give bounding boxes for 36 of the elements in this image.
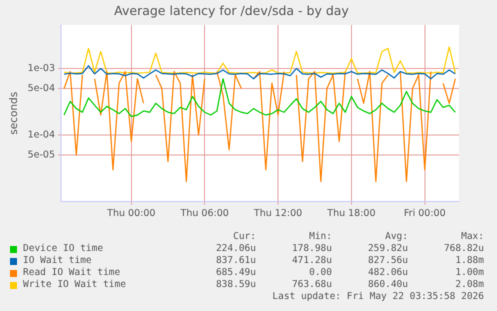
text: 482.06u <box>366 267 408 279</box>
text: 2.08m <box>454 279 484 291</box>
text: 178.98u <box>290 243 332 255</box>
text: 1.88m <box>454 255 484 267</box>
y-tick-label: 1e-03 <box>28 62 56 74</box>
text: 860.40u <box>366 279 408 291</box>
text: 0.00 <box>308 267 332 279</box>
x-tick-label: Thu 12:00 <box>252 208 302 219</box>
text: 768.82u <box>442 243 484 255</box>
text: Min: <box>308 231 332 243</box>
text: 685.49u <box>214 267 256 279</box>
text: Last update: Fri May 22 03:35:58 2026 <box>271 291 484 303</box>
x-tick-label: Fri 00:00 <box>404 208 446 219</box>
x-tick-label: Thu 06:00 <box>180 208 229 219</box>
text: 259.82u <box>366 243 408 255</box>
y-axis-title: seconds <box>8 92 20 135</box>
x-tick-label: Thu 18:00 <box>326 208 376 219</box>
text: 763.68u <box>290 279 332 291</box>
y-tick-label: 1e-04 <box>28 130 56 141</box>
text: 837.61u <box>214 255 256 267</box>
legend-label: Device IO time <box>23 243 104 255</box>
legend-label: Write IO Wait time <box>23 279 126 291</box>
y-tick-label: 5e-05 <box>28 150 56 161</box>
text: Avg: <box>384 231 408 243</box>
chart-title: Average latency for /dev/sda - by day <box>114 2 350 18</box>
text: 827.56u <box>366 255 408 267</box>
legend-label: IO Wait time <box>23 255 92 267</box>
x-tick-label: Thu 00:00 <box>106 208 156 219</box>
text: 471.28u <box>290 255 332 267</box>
text: Cur: <box>232 231 256 243</box>
y-tick-label: 5e-04 <box>28 82 56 94</box>
text: 1.00m <box>454 267 484 279</box>
text: Max: <box>460 231 484 243</box>
text: 838.59u <box>214 279 256 291</box>
legend-label: Read IO Wait time <box>23 267 120 279</box>
text: 224.06u <box>214 243 256 255</box>
